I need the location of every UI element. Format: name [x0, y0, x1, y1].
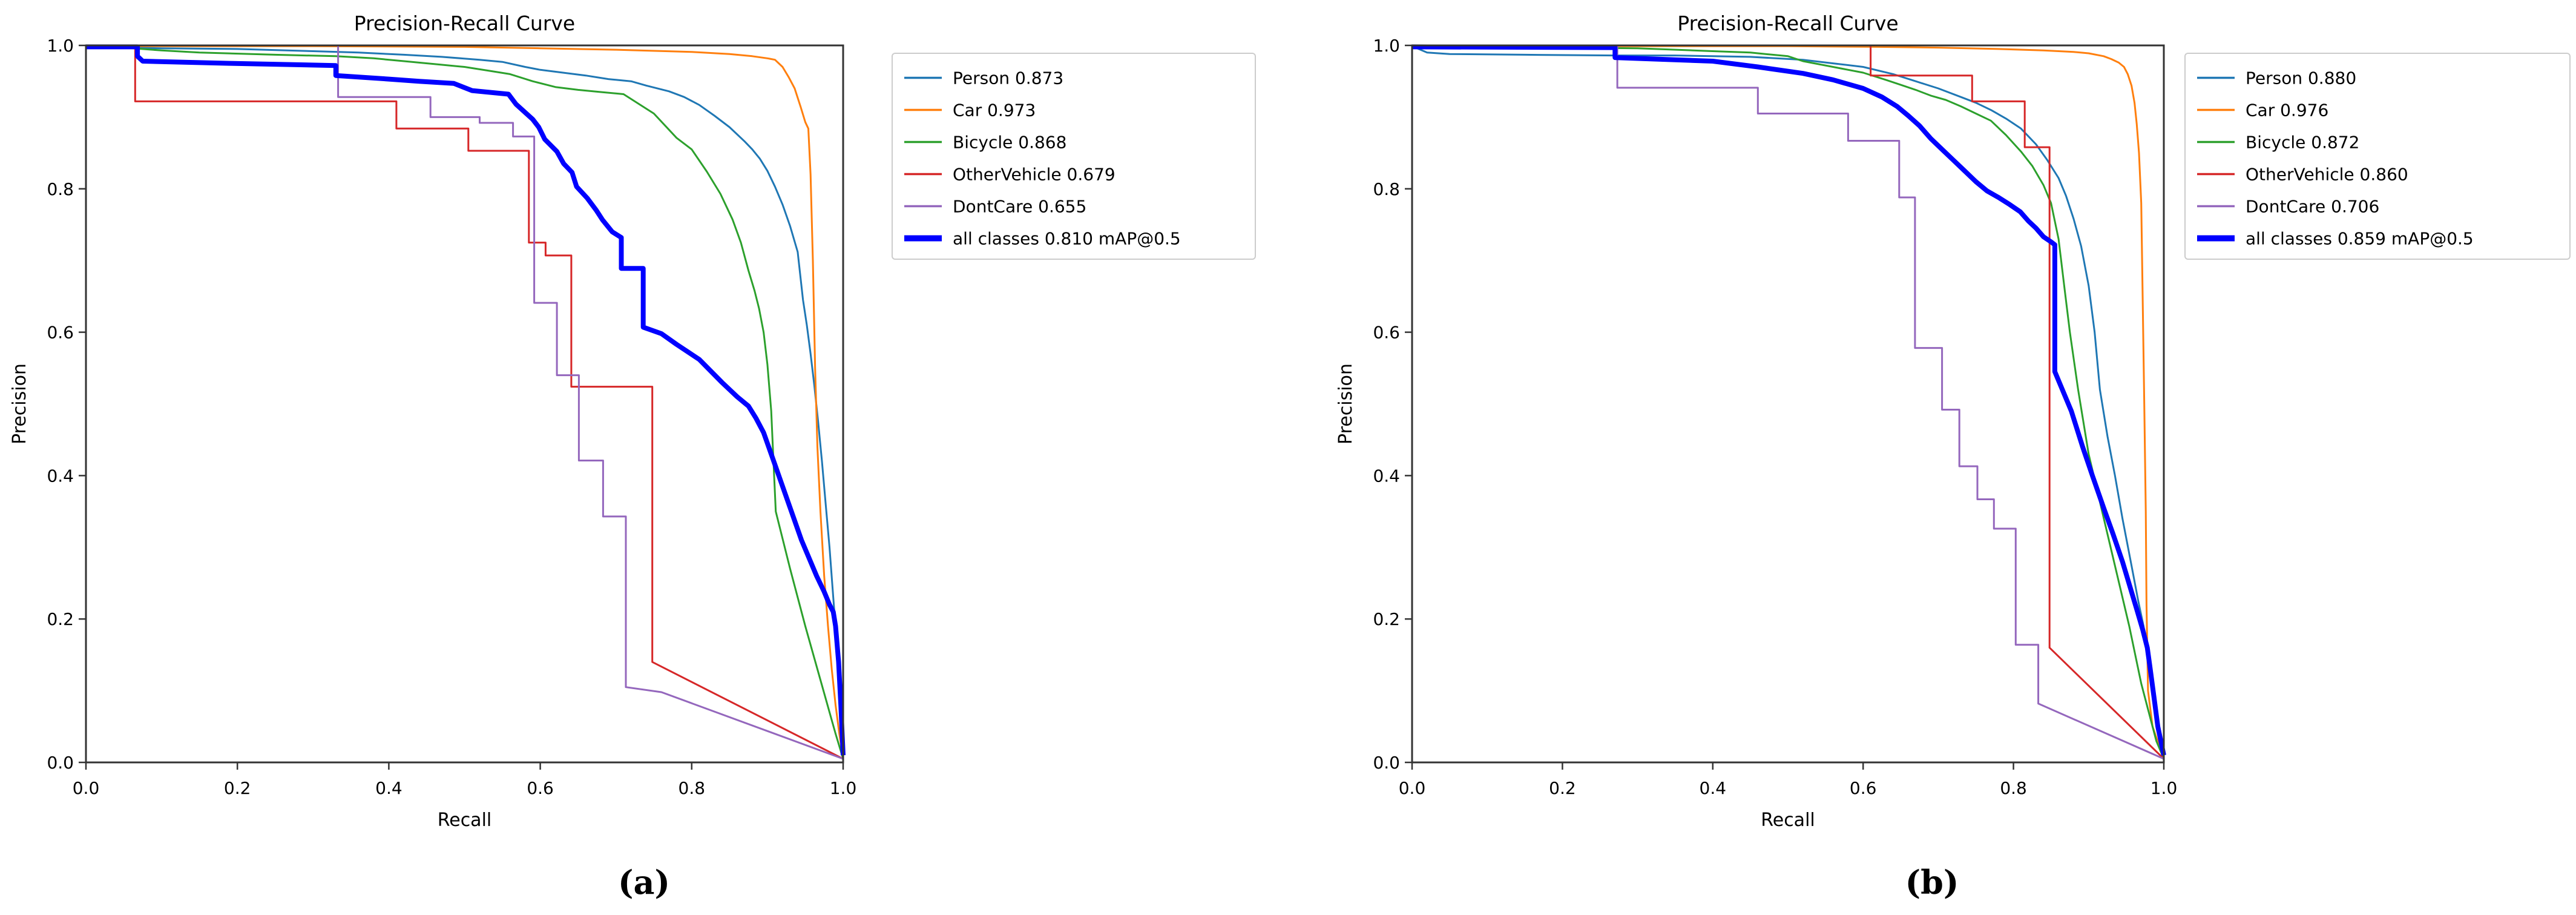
legend-label-person: Person 0.880 — [2246, 68, 2356, 88]
x-tick-label: 1.0 — [830, 778, 857, 798]
legend: Person 0.880 Car 0.976 Bicycle 0.872 OtherV… — [2184, 53, 2571, 260]
y-tick-label: 0.6 — [47, 323, 74, 343]
pr-chart-b: Precision-Recall Curve 0.0 0.2 0.4 0.6 0.8 1.0… — [1335, 12, 2571, 831]
y-tick-label: 0.2 — [47, 609, 74, 629]
x-tick-label: 1.0 — [2150, 778, 2178, 798]
x-tick-label: 0.0 — [1399, 778, 1426, 798]
legend: Person 0.873 Car 0.973 Bicycle 0.868 OtherV… — [892, 53, 1256, 260]
y-axis-label: Precision — [1335, 363, 1356, 444]
y-tick-label: 0.4 — [47, 466, 74, 486]
series-line-car — [1412, 45, 2165, 759]
y-tick-label: 0.4 — [1373, 466, 1400, 486]
series-line-bicycle — [1411, 45, 2165, 759]
x-tick-label: 0.4 — [1700, 778, 1727, 798]
legend-label-all-classes: all classes 0.810 mAP@0.5 — [953, 229, 1181, 249]
series-line-person — [1411, 45, 2165, 759]
x-tick-label: 0.6 — [1850, 778, 1877, 798]
series-line-other-vehicle — [134, 45, 844, 760]
y-tick-label: 0.8 — [1373, 179, 1400, 199]
legend-box — [2184, 53, 2571, 260]
x-tick-label: 0.8 — [678, 778, 706, 798]
legend-label-dont-care: DontCare 0.655 — [953, 197, 1086, 217]
series-line-all-classes — [1411, 44, 2166, 756]
y-tick-label: 0.0 — [47, 753, 74, 773]
x-tick-label: 0.2 — [1549, 778, 1576, 798]
series-line-other-vehicle — [1870, 45, 2165, 760]
series-line-all-classes — [86, 44, 846, 756]
y-axis-label: Precision — [9, 363, 30, 444]
x-tick-label: 0.6 — [527, 778, 554, 798]
caption-a: (a) — [617, 863, 671, 902]
x-axis-label: Recall — [1761, 810, 1815, 831]
x-tick-label: 0.4 — [375, 778, 402, 798]
x-tick-label: 0.8 — [2000, 778, 2027, 798]
caption-b: (b) — [1905, 863, 1959, 902]
legend-label-bicycle: Bicycle 0.872 — [2246, 133, 2359, 153]
legend-label-person: Person 0.873 — [953, 68, 1063, 88]
panel-b: Precision-Recall Curve 0.0 0.2 0.4 0.6 0.8 1.0… — [1288, 0, 2576, 915]
legend-label-other-vehicle: OtherVehicle 0.679 — [953, 165, 1116, 185]
pr-chart-a: Precision-Recall Curve 0.0 0.2 0.4 0.6 0.8 1.0… — [9, 12, 1256, 831]
legend-label-dont-care: DontCare 0.706 — [2246, 197, 2379, 217]
chart-title: Precision-Recall Curve — [1677, 12, 1898, 35]
plot-border — [1411, 44, 2165, 764]
series-line-dont-care — [337, 45, 844, 760]
x-tick-label: 0.2 — [224, 778, 251, 798]
y-tick-label: 0.0 — [1373, 753, 1400, 773]
legend-box — [892, 53, 1256, 260]
series-line-car — [86, 45, 844, 759]
series-line-dont-care — [1616, 45, 2164, 760]
legend-label-other-vehicle: OtherVehicle 0.860 — [2246, 165, 2408, 185]
y-tick-label: 1.0 — [1373, 36, 1400, 56]
legend-label-bicycle: Bicycle 0.868 — [953, 133, 1066, 153]
x-tick-label: 0.0 — [73, 778, 100, 798]
y-tick-label: 0.8 — [47, 179, 74, 199]
y-tick-label: 1.0 — [47, 36, 74, 56]
plot-border — [85, 44, 844, 764]
legend-label-car: Car 0.976 — [2246, 101, 2328, 121]
panel-a: Precision-Recall Curve 0.0 0.2 0.4 0.6 0.8 1.0… — [9, 12, 1256, 902]
y-tick-label: 0.6 — [1373, 323, 1400, 343]
chart-title: Precision-Recall Curve — [354, 12, 575, 35]
series-line-person — [85, 45, 844, 756]
legend-label-all-classes: all classes 0.859 mAP@0.5 — [2246, 229, 2474, 249]
y-tick-label: 0.2 — [1373, 609, 1400, 629]
legend-label-car: Car 0.973 — [953, 101, 1036, 121]
x-axis-label: Recall — [438, 810, 492, 831]
series-line-bicycle — [85, 45, 844, 759]
